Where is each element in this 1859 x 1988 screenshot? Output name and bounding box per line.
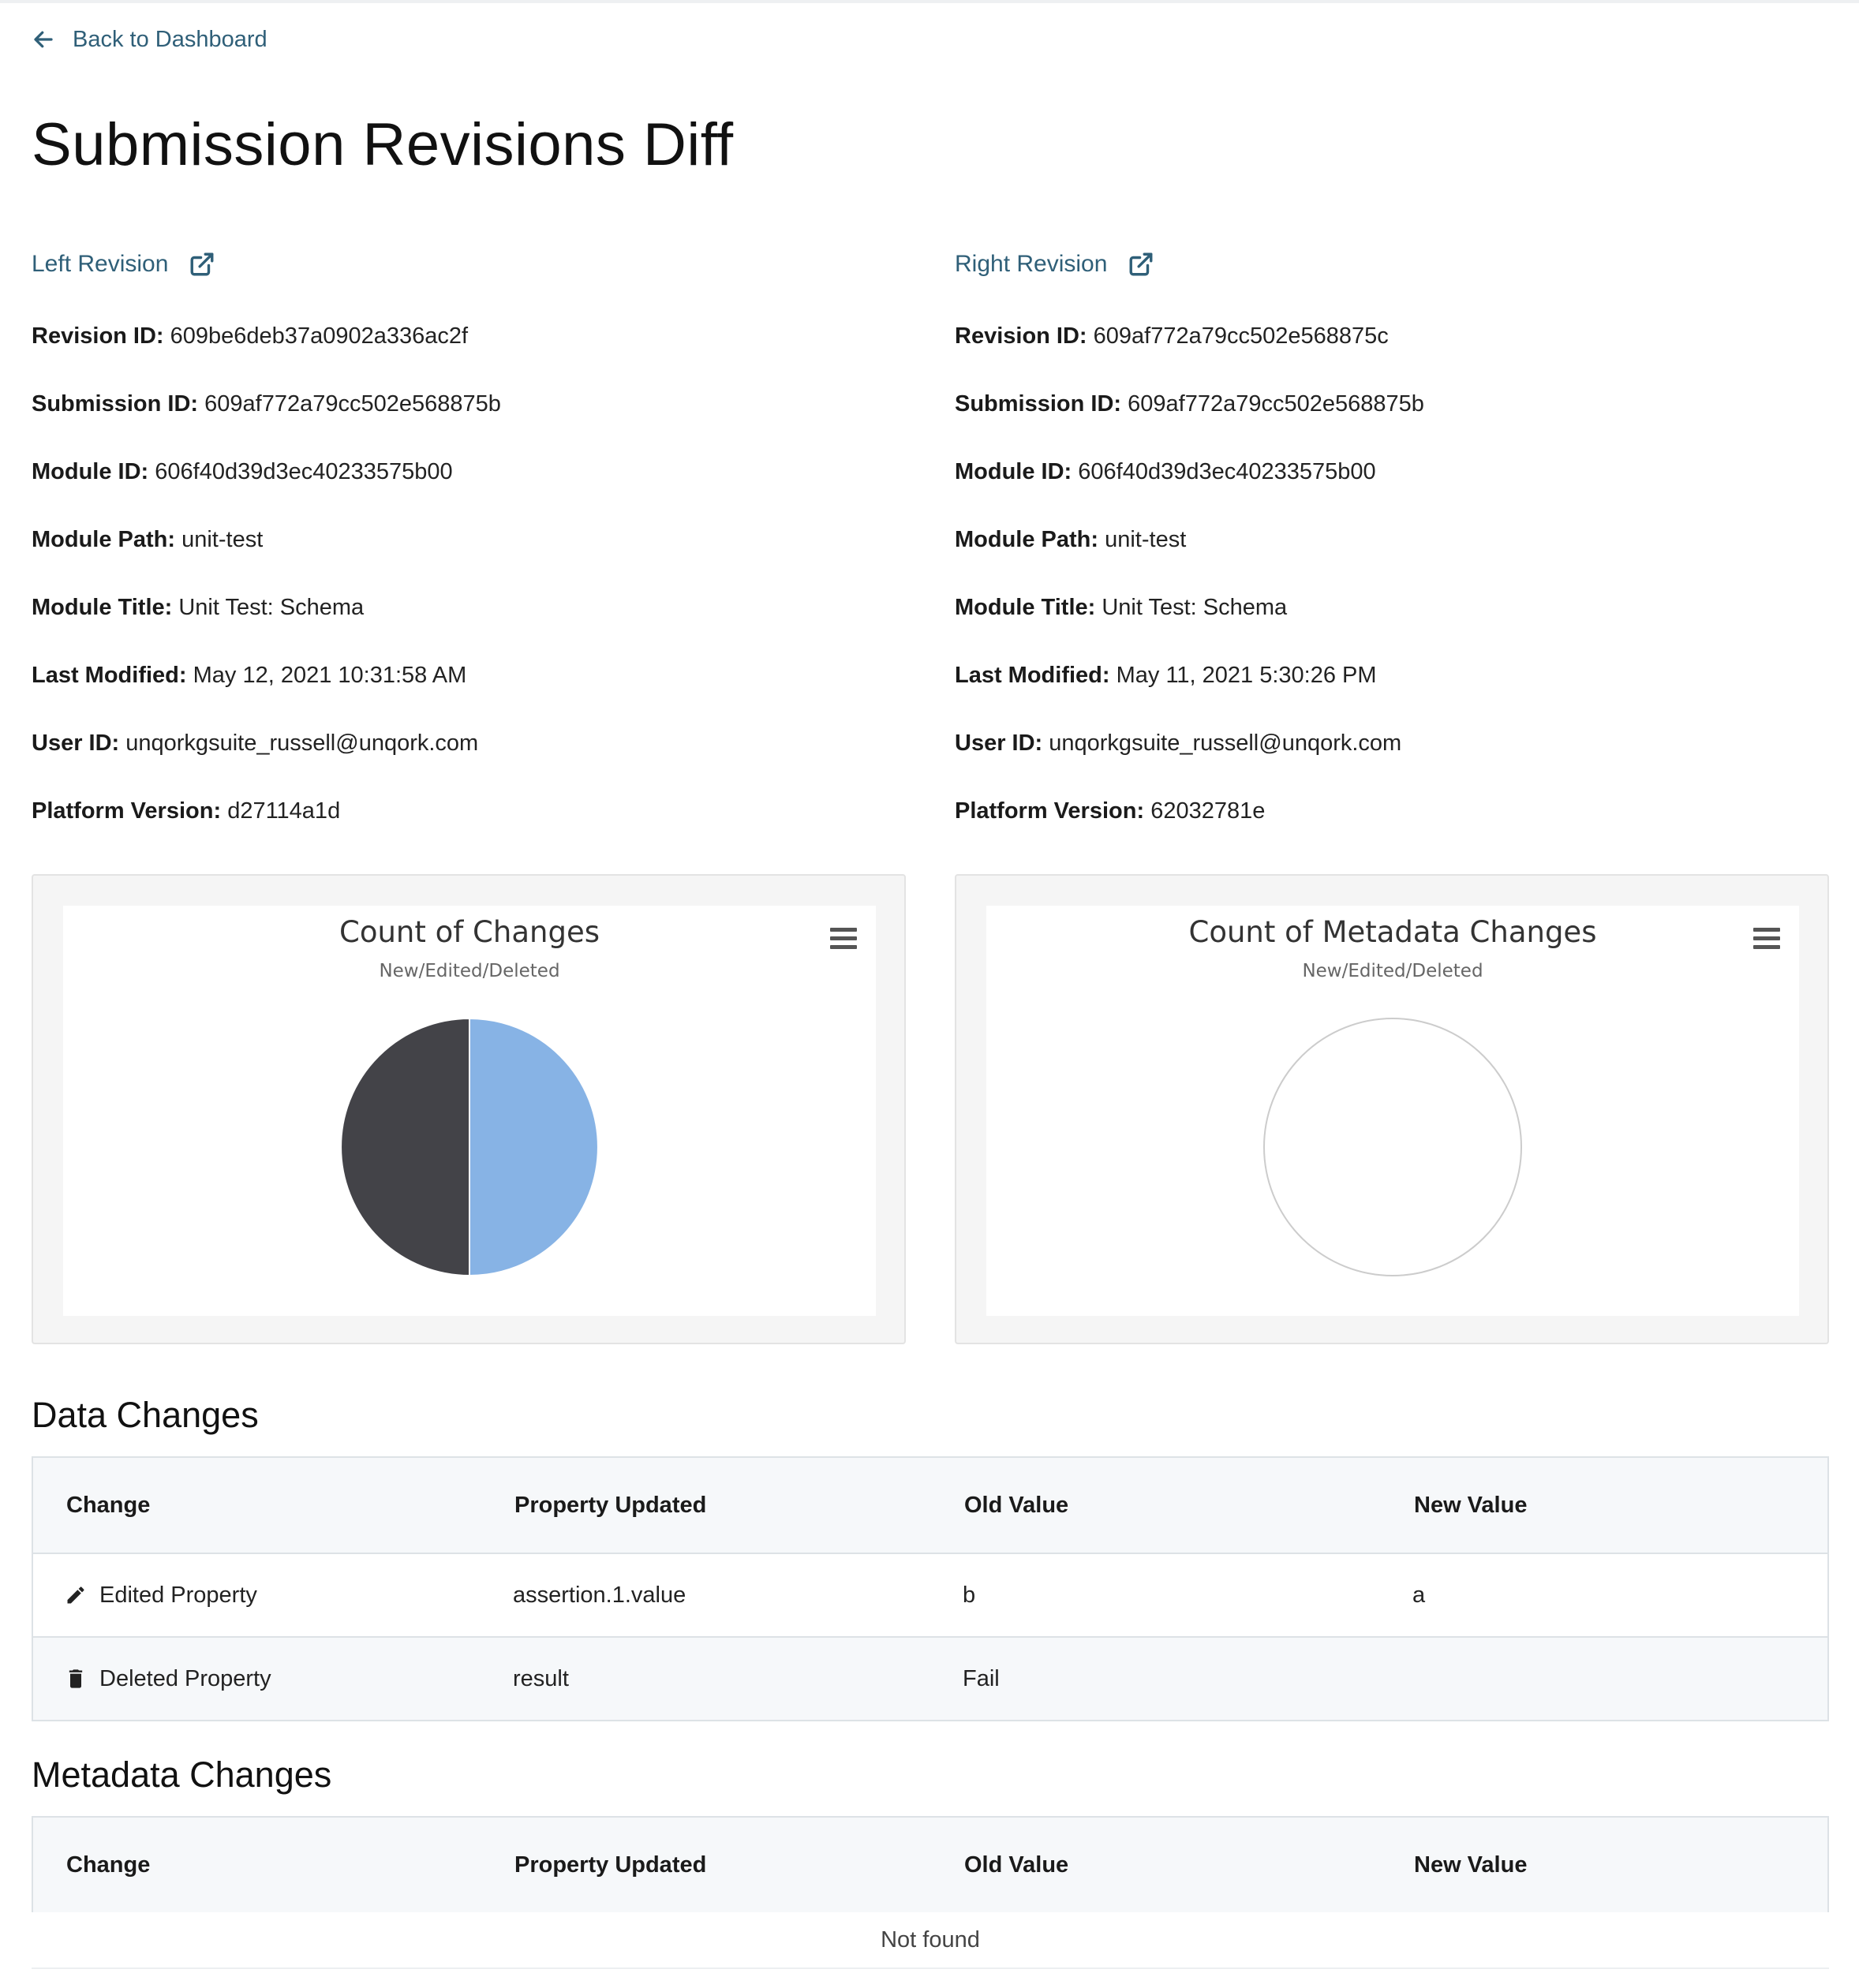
left-revision-details: Revision ID: 609be6deb37a0902a336ac2f Su… [32, 319, 923, 861]
table-row: Deleted Property result Fail [33, 1636, 1827, 1720]
column-header: Old Value [964, 1852, 1069, 1878]
column-header: New Value [1414, 1852, 1528, 1878]
page-title: Submission Revisions Diff [32, 111, 734, 178]
right-last-modified: Last Modified: May 11, 2021 5:30:26 PM [955, 663, 1377, 688]
old-value: b [963, 1582, 976, 1608]
left-revision-id: Revision ID: 609be6deb37a0902a336ac2f [32, 323, 469, 349]
left-user-id: User ID: unqorkgsuite_russell@unqork.com [32, 731, 479, 756]
new-value: a [1412, 1582, 1426, 1608]
chart-title: Count of Metadata Changes [1188, 915, 1597, 949]
right-submission-id: Submission ID: 609af772a79cc502e568875b [955, 391, 1424, 417]
left-last-modified: Last Modified: May 12, 2021 10:31:58 AM [32, 663, 467, 688]
metadata-chart-card: Count of Metadata Changes New/Edited/Del… [955, 874, 1829, 1344]
data-changes-title: Data Changes [32, 1395, 259, 1435]
left-module-title: Module Title: Unit Test: Schema [32, 595, 365, 620]
right-module-id: Module ID: 606f40d39d3ec40233575b00 [955, 459, 1376, 484]
right-revision-details: Revision ID: 609af772a79cc502e568875c Su… [955, 319, 1846, 861]
right-user-id: User ID: unqorkgsuite_russell@unqork.com [955, 731, 1402, 756]
right-platform-version: Platform Version: 62032781e [955, 798, 1266, 824]
pie-slice-deleted[interactable] [340, 1017, 470, 1277]
column-header: Old Value [964, 1492, 1069, 1518]
change-type: Deleted Property [99, 1665, 271, 1691]
top-border [0, 0, 1859, 3]
right-revision-panel: Right Revision Revision ID: 609af772a79c… [955, 245, 1846, 861]
table-header: Change Property Updated Old Value New Va… [33, 1818, 1827, 1912]
external-link-icon [1129, 252, 1153, 276]
right-revision-id: Revision ID: 609af772a79cc502e568875c [955, 323, 1389, 349]
data-changes-table: Change Property Updated Old Value New Va… [32, 1456, 1829, 1721]
empty-pie-outline [1263, 1018, 1522, 1276]
metadata-pie-chart [1263, 1018, 1522, 1276]
chart-subtitle: New/Edited/Deleted [1302, 961, 1483, 981]
pencil-icon [67, 1586, 84, 1604]
left-revision-link[interactable]: Left Revision [32, 245, 923, 284]
property-updated: assertion.1.value [513, 1582, 686, 1608]
column-header: Change [66, 1492, 151, 1518]
changes-chart: Count of Changes New/Edited/Deleted [63, 906, 876, 1316]
table-row: Edited Property assertion.1.value b a [33, 1553, 1827, 1636]
arrow-left-icon [34, 31, 53, 48]
right-module-title: Module Title: Unit Test: Schema [955, 595, 1288, 620]
back-link-label: Back to Dashboard [73, 26, 267, 52]
pie-slice-edited[interactable] [469, 1017, 599, 1277]
external-link-icon [190, 252, 214, 276]
column-header: New Value [1414, 1492, 1528, 1518]
chart-menu-icon[interactable] [830, 928, 857, 951]
metadata-changes-table: Change Property Updated Old Value New Va… [32, 1816, 1829, 1912]
empty-state-text: Not found [32, 1912, 1829, 1969]
change-type: Edited Property [99, 1582, 257, 1608]
column-header: Property Updated [514, 1852, 707, 1878]
left-revision-label: Left Revision [32, 251, 169, 277]
property-updated: result [513, 1665, 569, 1691]
left-submission-id: Submission ID: 609af772a79cc502e568875b [32, 391, 501, 417]
changes-chart-card: Count of Changes New/Edited/Deleted [32, 874, 906, 1344]
old-value: Fail [963, 1665, 1000, 1691]
column-header: Property Updated [514, 1492, 707, 1518]
right-revision-link[interactable]: Right Revision [955, 245, 1846, 284]
left-module-id: Module ID: 606f40d39d3ec40233575b00 [32, 459, 453, 484]
chart-subtitle: New/Edited/Deleted [379, 961, 560, 981]
right-module-path: Module Path: unit-test [955, 527, 1187, 552]
table-header: Change Property Updated Old Value New Va… [33, 1458, 1827, 1553]
metadata-changes-chart: Count of Metadata Changes New/Edited/Del… [986, 906, 1799, 1316]
left-revision-panel: Left Revision Revision ID: 609be6deb37a0… [32, 245, 923, 861]
changes-pie-chart [340, 1017, 599, 1277]
chart-menu-icon[interactable] [1753, 928, 1780, 951]
trash-icon [69, 1669, 83, 1688]
metadata-changes-title: Metadata Changes [32, 1754, 332, 1795]
right-revision-label: Right Revision [955, 251, 1108, 277]
left-platform-version: Platform Version: d27114a1d [32, 798, 341, 824]
chart-title: Count of Changes [339, 915, 600, 949]
back-to-dashboard-link[interactable]: Back to Dashboard [32, 22, 267, 57]
left-module-path: Module Path: unit-test [32, 527, 264, 552]
column-header: Change [66, 1852, 151, 1878]
